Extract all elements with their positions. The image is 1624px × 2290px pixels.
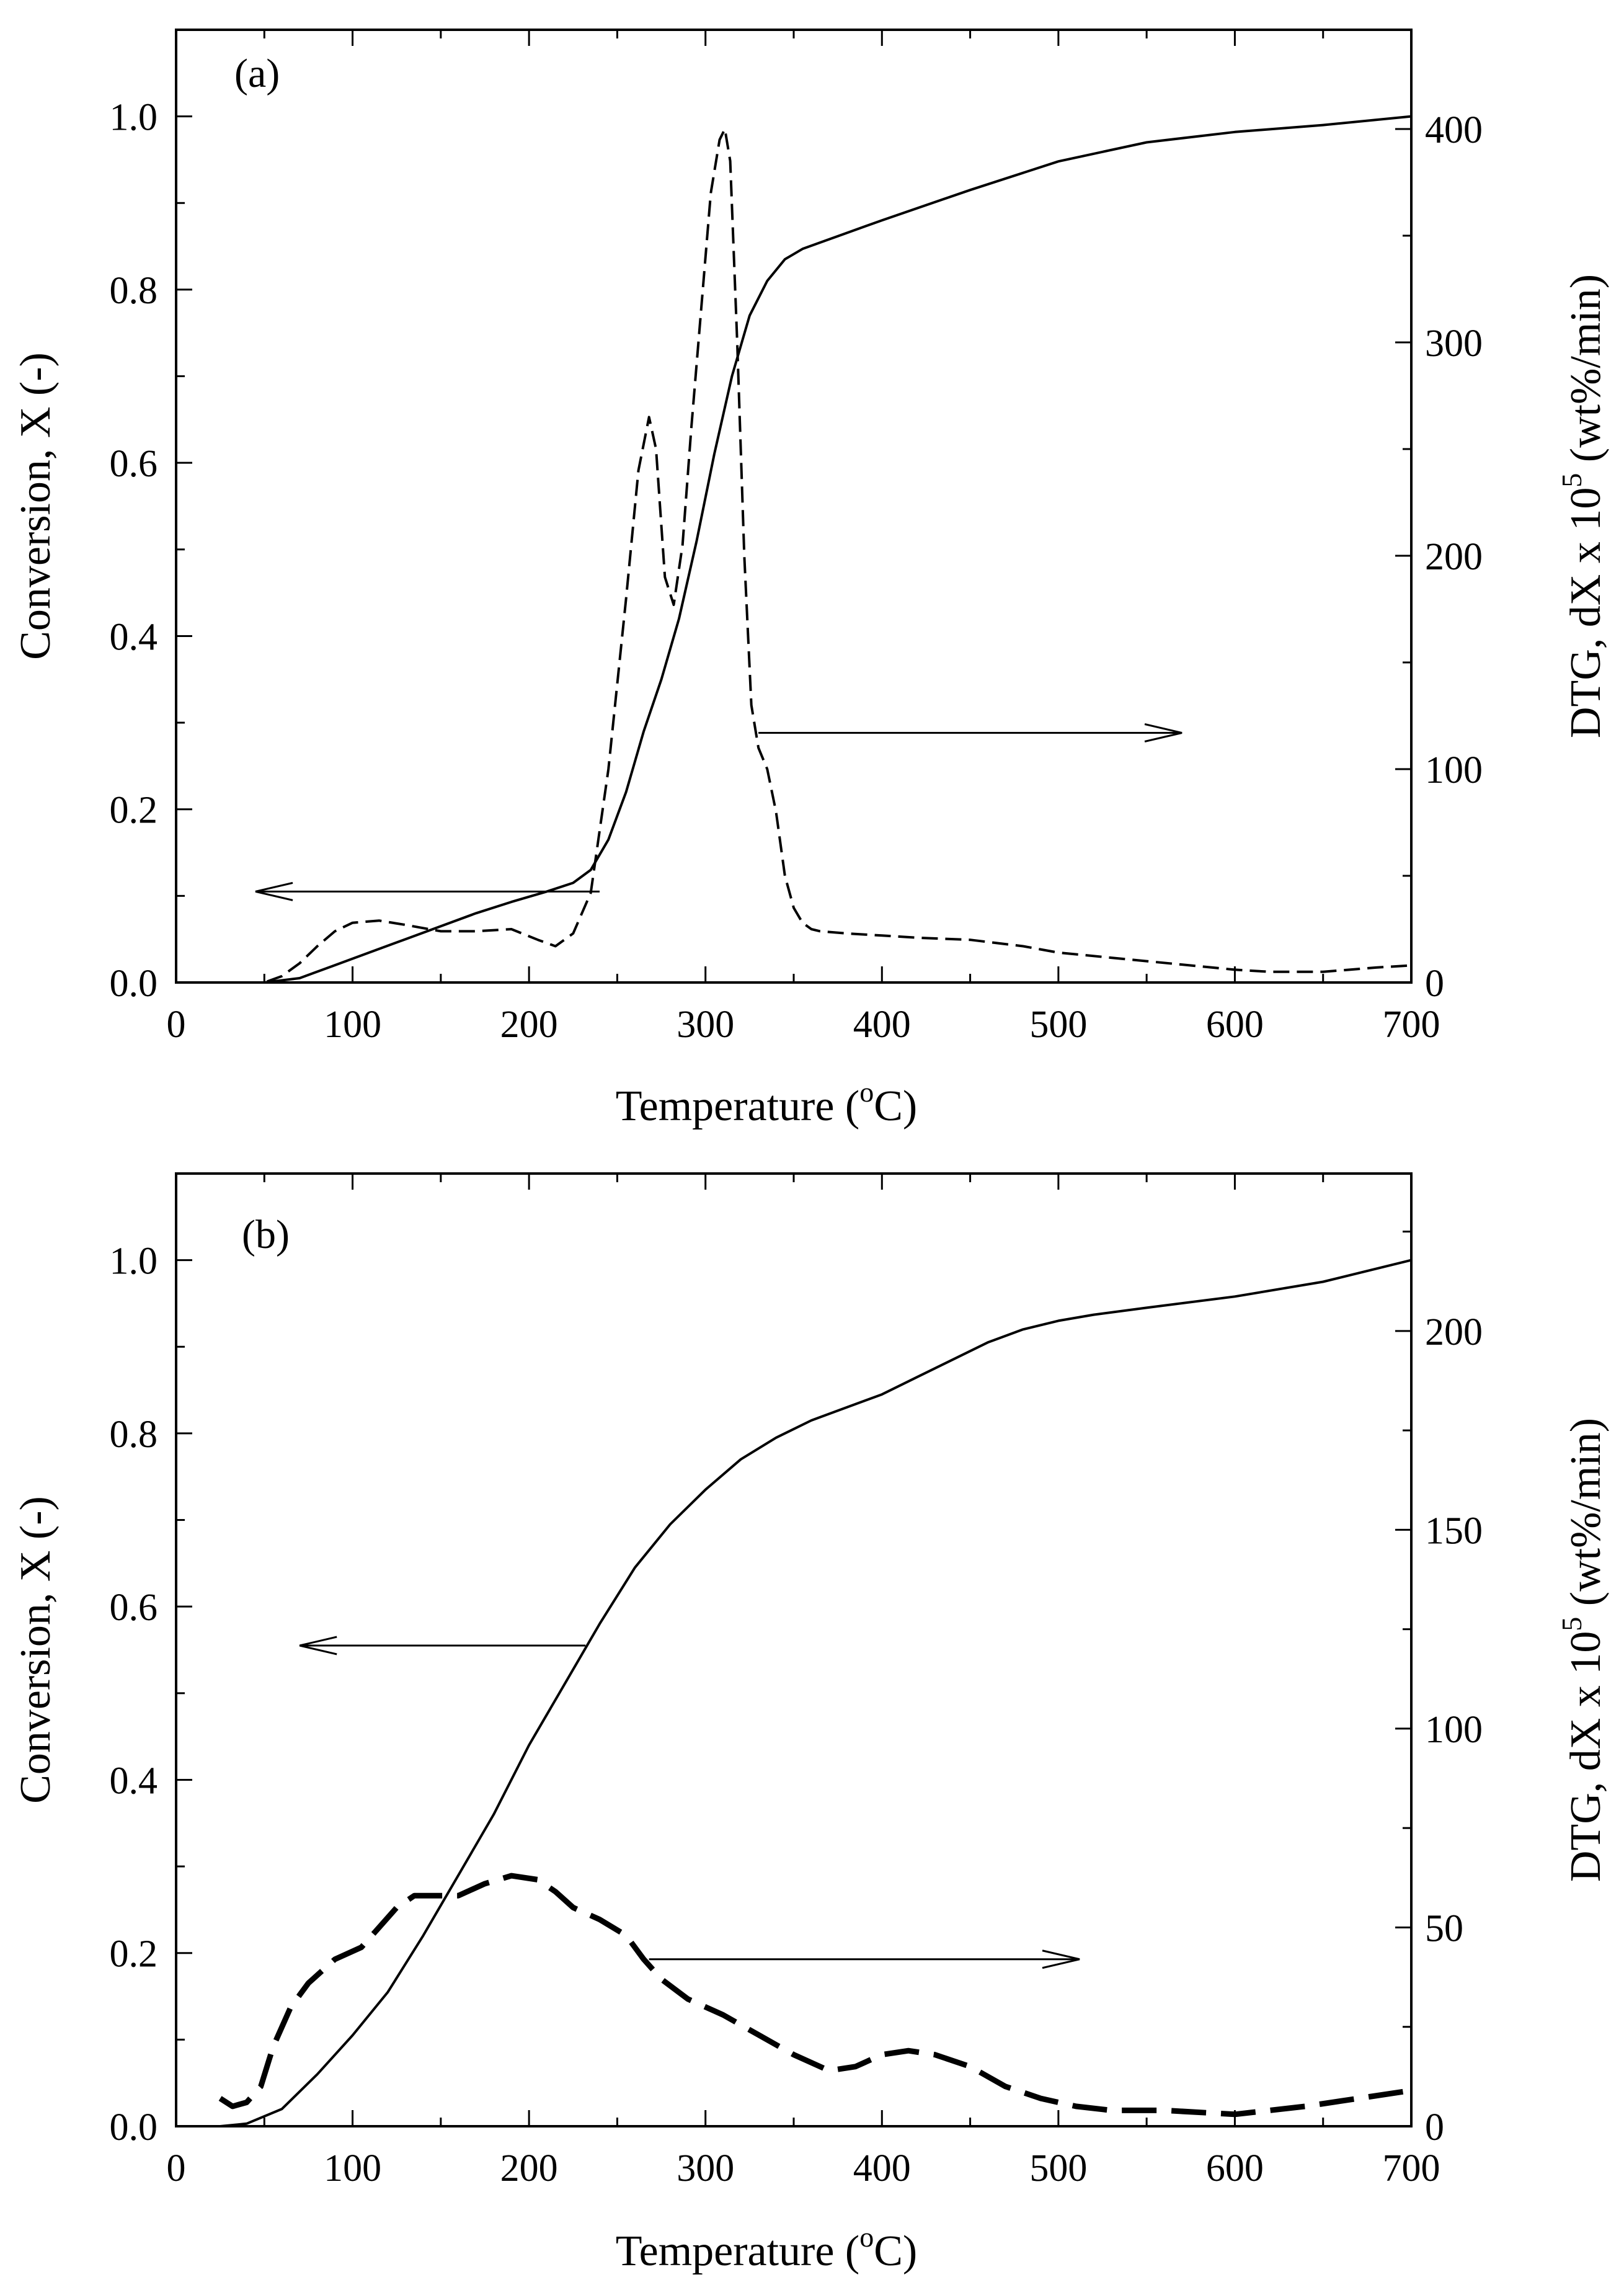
x-tick-label: 600 [1206, 1004, 1264, 1046]
annotation-arrow-left [255, 881, 600, 901]
panel-label: (a) [234, 51, 280, 96]
x-tick-label: 400 [853, 2147, 911, 2190]
y-tick-labels: 0.0 0.2 0.4 0.6 0.8 1.0 [110, 1241, 158, 2149]
y-tick-label: 0.4 [110, 1760, 158, 1802]
y-tick-label: 0.2 [110, 790, 158, 832]
x-tick-label: 200 [500, 1004, 558, 1046]
y2-tick-label: 0 [1425, 963, 1444, 1005]
annotation-arrow-right [649, 1949, 1080, 1969]
series-line-dtg [220, 128, 1412, 984]
series-line-conversion [220, 1259, 1412, 2127]
x-tick-label: 300 [677, 1004, 734, 1046]
x-axis-title: Temperature (oC) [616, 2221, 917, 2275]
y-axis-title: Conversion, X (-) [12, 352, 60, 660]
y-tick-label: 0.6 [110, 1587, 158, 1629]
y-tick-label: 0.2 [110, 1933, 158, 1976]
y2-tick-label: 100 [1425, 749, 1483, 791]
y2-tick-labels: 0 100 200 300 400 [1425, 109, 1483, 1005]
x-tick-label: 200 [500, 2147, 558, 2190]
annotations [255, 723, 1183, 901]
y2-tick-label: 0 [1425, 2106, 1444, 2149]
x-tick-labels: 0 100 200 300 400 500 600 700 [167, 1004, 1440, 1046]
y-tick-label: 0.0 [110, 963, 158, 1005]
panel-label: (b) [242, 1212, 290, 1257]
y-axis-title: Conversion, X (-) [12, 1496, 60, 1804]
y-tick-label: 0.6 [110, 443, 158, 485]
tick-marks [175, 1172, 1413, 2127]
y-tick-label: 0.0 [110, 2106, 158, 2149]
y-tick-label: 1.0 [110, 97, 158, 139]
y-tick-label: 0.8 [110, 270, 158, 312]
x-tick-label: 700 [1383, 2147, 1440, 2190]
x-tick-label: 300 [677, 2147, 734, 2190]
plot-frame [175, 1172, 1413, 2127]
y2-axis-title: DTG, dX x 105 (wt%/min) [1556, 274, 1610, 738]
annotations [299, 1636, 1080, 1969]
y2-tick-label: 300 [1425, 323, 1483, 365]
x-tick-label: 100 [324, 2147, 381, 2190]
y2-tick-label: 200 [1425, 1311, 1483, 1353]
x-tick-label: 500 [1029, 1004, 1087, 1046]
x-tick-labels: 0 100 200 300 400 500 600 700 [167, 2147, 1440, 2190]
x-tick-label: 0 [167, 2147, 186, 2190]
series-group [220, 115, 1412, 984]
y2-tick-label: 200 [1425, 536, 1483, 578]
y-tick-labels: 0.0 0.2 0.4 0.6 0.8 1.0 [110, 97, 158, 1005]
y2-tick-labels: 0 50 100 150 200 [1425, 1311, 1483, 2149]
y2-tick-label: 50 [1425, 1907, 1463, 1949]
y2-tick-label: 150 [1425, 1510, 1483, 1552]
y-tick-label: 0.8 [110, 1414, 158, 1456]
panel-a: 0 100 200 300 400 500 600 700 0.0 0.2 0.4 0.6 0.8 1.… [12, 29, 1610, 1130]
series-line-dtg [218, 1873, 1412, 2118]
y-tick-label: 1.0 [110, 1241, 158, 1283]
y2-tick-label: 400 [1425, 109, 1483, 151]
x-tick-label: 500 [1029, 2147, 1087, 2190]
panel-b: 0 100 200 300 400 500 600 700 0.00.20.40.60.81.… [12, 1172, 1610, 2275]
x-tick-label: 400 [853, 1004, 911, 1046]
annotation-arrow-right [758, 723, 1183, 742]
y2-axis-title: DTG, dX x 105 (wt%/min) [1556, 1418, 1610, 1882]
y2-tick-label: 100 [1425, 1709, 1483, 1751]
x-tick-label: 700 [1383, 1004, 1440, 1046]
x-tick-label: 0 [167, 1004, 186, 1046]
x-axis-title: Temperature (oC) [616, 1076, 917, 1130]
x-tick-label: 600 [1206, 2147, 1264, 2190]
x-tick-label: 100 [324, 1004, 381, 1046]
series-group [218, 1259, 1412, 2127]
y-tick-label: 0.4 [110, 616, 158, 658]
series-line-conversion [220, 115, 1412, 984]
annotation-arrow-left [299, 1636, 586, 1655]
plot-frame [175, 29, 1413, 984]
tick-marks [175, 29, 1413, 984]
